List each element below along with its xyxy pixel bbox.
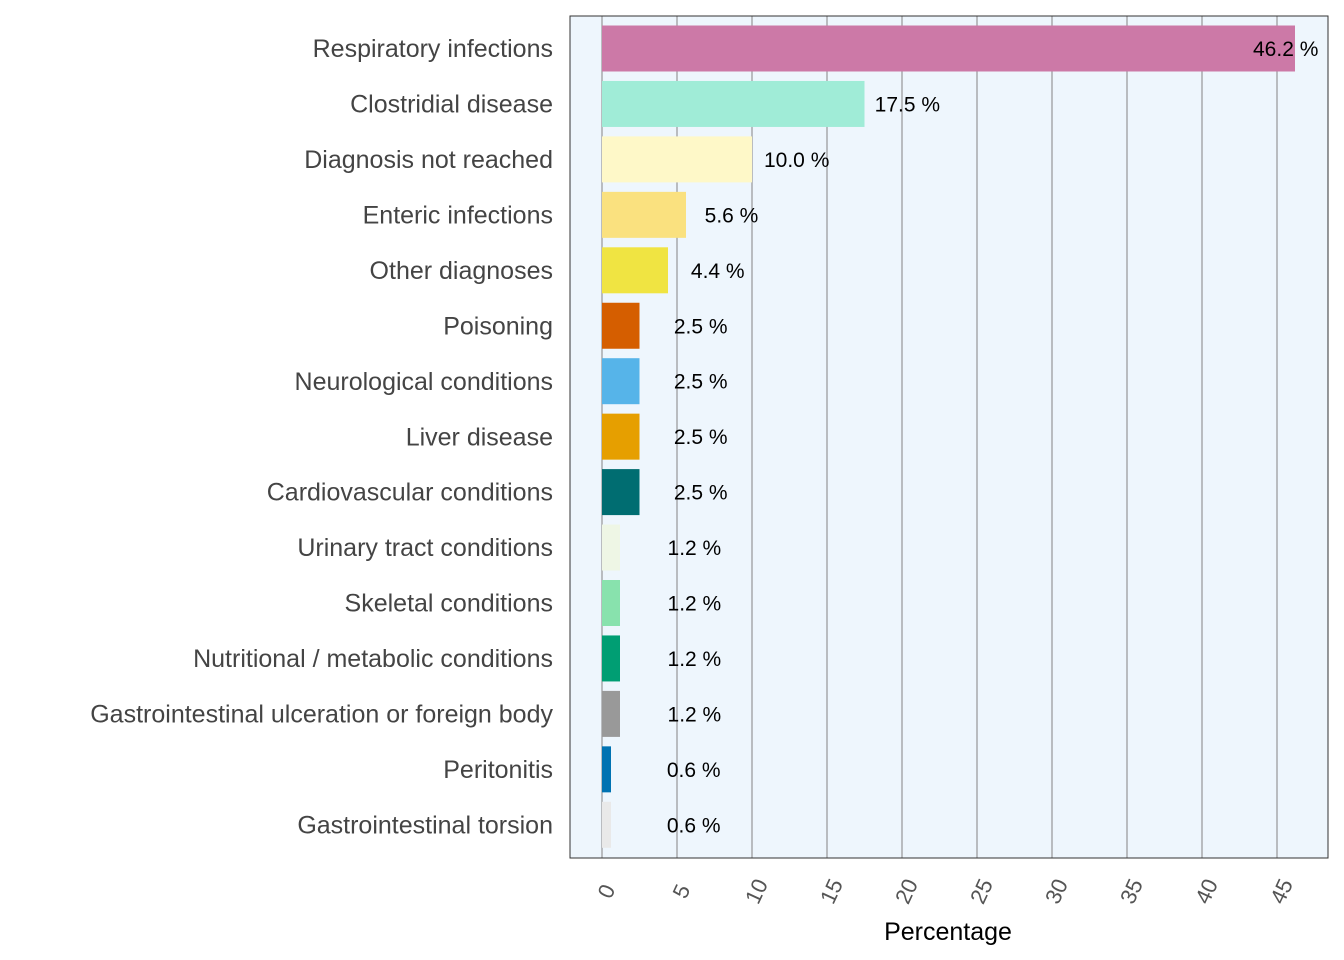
bar — [602, 191, 686, 238]
bar — [602, 358, 640, 405]
category-label: Urinary tract conditions — [297, 534, 553, 562]
bar — [602, 302, 640, 349]
x-axis-title: Percentage — [884, 918, 1012, 946]
category-label: Other diagnoses — [370, 257, 553, 285]
bar — [602, 524, 620, 571]
category-label: Nutritional / metabolic conditions — [193, 645, 553, 673]
category-label: Clostridial disease — [350, 91, 553, 119]
x-tick-label: 25 — [965, 875, 998, 908]
data-label: 2.5 % — [674, 371, 728, 394]
x-tick-label: 35 — [1115, 875, 1148, 908]
x-tick-label: 40 — [1190, 875, 1223, 908]
data-label: 1.2 % — [668, 537, 722, 560]
category-label: Gastrointestinal ulceration or foreign b… — [90, 701, 553, 729]
bars — [602, 25, 1295, 848]
data-label: 0.6 % — [667, 814, 721, 837]
category-label: Respiratory infections — [313, 35, 553, 63]
x-tick-label: 45 — [1265, 875, 1298, 908]
data-label: 2.5 % — [674, 426, 728, 449]
x-tick-label: 30 — [1040, 875, 1073, 908]
bar — [602, 580, 620, 626]
bar — [602, 635, 620, 682]
data-label: 5.6 % — [705, 204, 759, 227]
category-label: Cardiovascular conditions — [267, 479, 553, 507]
category-label: Peritonitis — [443, 756, 553, 784]
bar — [602, 25, 1295, 72]
data-label: 17.5 % — [875, 93, 940, 116]
x-tick-label: 0 — [593, 880, 621, 902]
data-label: 2.5 % — [674, 315, 728, 338]
data-label: 46.2 % — [1253, 38, 1318, 61]
bar — [602, 746, 611, 793]
category-label: Neurological conditions — [295, 368, 553, 396]
x-tick-label: 5 — [668, 880, 696, 902]
data-label: 1.2 % — [668, 703, 722, 726]
category-label: Diagnosis not reached — [304, 146, 553, 174]
category-label: Skeletal conditions — [345, 590, 553, 618]
data-label: 1.2 % — [668, 593, 722, 616]
x-tick-label: 20 — [890, 875, 923, 908]
x-tick-label: 10 — [740, 875, 773, 908]
data-label: 10.0 % — [764, 149, 829, 172]
category-label: Enteric infections — [363, 201, 553, 229]
plot-border — [569, 15, 1329, 859]
category-label: Gastrointestinal torsion — [297, 811, 553, 839]
data-label: 2.5 % — [674, 482, 728, 505]
category-label: Poisoning — [443, 312, 553, 340]
x-tick-label: 15 — [815, 875, 848, 908]
data-label: 4.4 % — [691, 260, 745, 283]
bar — [602, 801, 611, 848]
bar — [602, 469, 640, 516]
bar — [602, 80, 865, 127]
x-tick-labels: 0 5 10 15 20 25 30 35 40 45 — [593, 875, 1298, 908]
bar — [602, 690, 620, 737]
bar — [602, 247, 668, 294]
category-labels: Respiratory infections Clostridial diseas… — [90, 35, 553, 839]
data-label: 0.6 % — [667, 759, 721, 782]
bar — [602, 413, 640, 460]
data-label: 1.2 % — [668, 648, 722, 671]
bar — [602, 136, 752, 183]
category-label: Liver disease — [406, 423, 553, 451]
data-labels: 46.2 % 17.5 % 10.0 % 5.6 % 4.4 % 2.5 % 2.5 % 2.… — [667, 38, 1319, 837]
